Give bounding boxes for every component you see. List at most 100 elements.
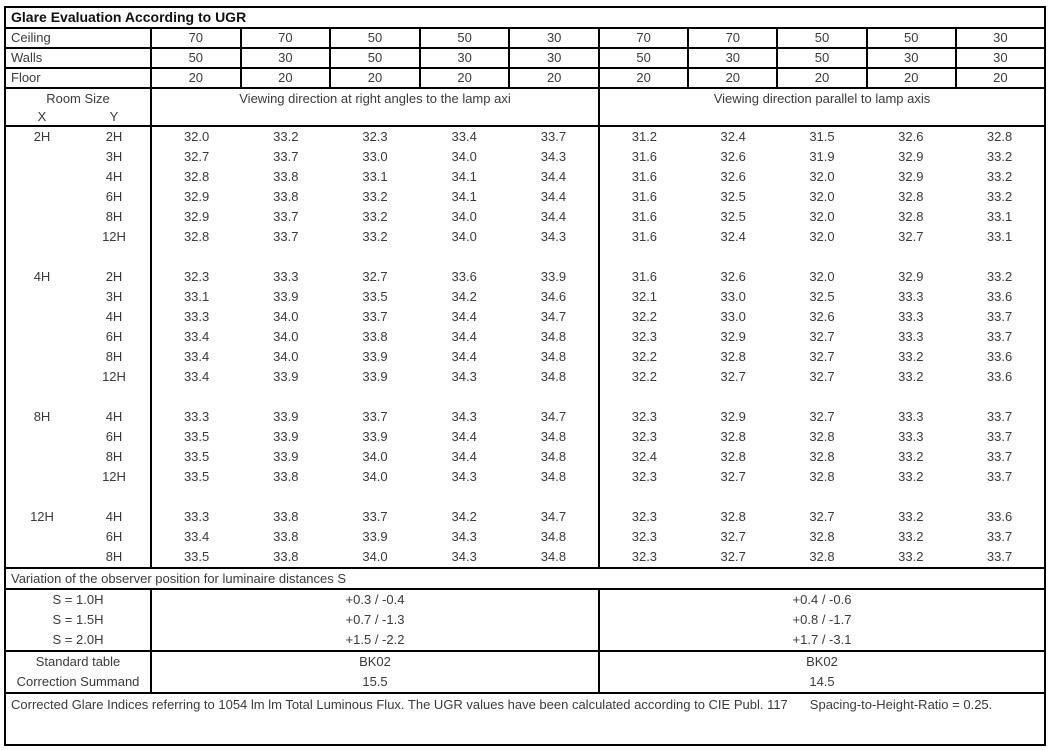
- room-y-cell: 8H: [105, 549, 123, 564]
- ugr-value-cell: 33.3: [898, 289, 924, 304]
- footer-text-shr: Spacing-to-Height-Ratio = 0.25.: [809, 697, 993, 712]
- y-axis-label: Y: [109, 109, 119, 124]
- ugr-value-cell: 34.4: [540, 189, 567, 204]
- ugr-value-cell: [420, 387, 509, 407]
- ugr-value-cell: 31.6: [631, 229, 658, 244]
- ugr-row: 4H 2H 32.3 33.3 32.7 33.6 33.9 31.6 32.6 32.0 32.9…: [6, 267, 1044, 287]
- value-group-2: 31.6 32.6 31.9 32.9 33.2: [600, 147, 1044, 167]
- summary-row: Standard table BK02 BK02: [6, 652, 1044, 672]
- ugr-value-cell: 34.3: [451, 529, 477, 544]
- room-x-cell: 4H: [33, 269, 51, 284]
- room-y-cell: 4H: [105, 309, 123, 324]
- reflectance-value-cell: 20: [242, 69, 332, 87]
- ugr-value-cell: 32.8: [720, 509, 746, 524]
- ugr-value-cell: 33.8: [273, 549, 299, 564]
- reflectance-value-cell: 20: [778, 69, 868, 87]
- ugr-value-cell: 32.5: [720, 209, 746, 224]
- ugr-row: 12H 33.5 33.8 34.0 34.3 34.8 32.3 32.7 32.8 33.2 3…: [6, 467, 1044, 487]
- room-size-cells: 8H: [6, 207, 152, 227]
- ugr-value-cell: 33.9: [273, 369, 299, 384]
- ugr-value-cell: 33.9: [362, 369, 388, 384]
- room-x-cell: [6, 227, 78, 247]
- ugr-value-cell: 34.8: [540, 549, 567, 564]
- ugr-value-cell: 33.9: [273, 449, 299, 464]
- room-y-cell: 3H: [105, 149, 123, 164]
- value-group-2: 32.4 32.8 32.8 33.2 33.7: [600, 447, 1044, 467]
- ugr-value-cell: 32.0: [809, 229, 835, 244]
- ugr-value-cell: 33.2: [898, 469, 924, 484]
- ugr-value-cell: 34.8: [540, 469, 567, 484]
- ugr-value-cell: [778, 247, 867, 267]
- value-group-1: 33.1 33.9 33.5 34.2 34.6: [152, 287, 600, 307]
- ugr-value-cell: [241, 487, 330, 507]
- ugr-value-cell: 34.0: [451, 229, 477, 244]
- ugr-value-cell: 34.8: [540, 429, 567, 444]
- ugr-value-cell: 32.7: [809, 369, 835, 384]
- ugr-value-cell: 33.6: [986, 369, 1013, 384]
- summary-row-value-2: 14.5: [809, 674, 835, 689]
- ugr-value-cell: 33.2: [986, 169, 1013, 184]
- value-group-1: [152, 387, 600, 407]
- reflectance-value-cell: 20: [868, 69, 957, 87]
- room-y-cell: 6H: [105, 329, 123, 344]
- value-group-1: 33.4 33.8 33.9 34.3 34.8: [152, 527, 600, 547]
- room-size-cells: 12H: [6, 467, 152, 487]
- observer-variation-row-value-1: +1.5 / -2.2: [152, 630, 600, 650]
- ugr-row: 8H 4H 33.3 33.9 33.7 34.3 34.7 32.3 32.9 32.7 33.3…: [6, 407, 1044, 427]
- ugr-value-cell: [866, 387, 955, 407]
- ugr-table: Glare Evaluation According to UGR Ceilin…: [4, 6, 1046, 694]
- room-y-cell: 8H: [105, 349, 123, 364]
- ugr-value-cell: 32.6: [809, 309, 835, 324]
- value-group-2: [600, 487, 1044, 507]
- ugr-value-cell: 32.7: [720, 369, 746, 384]
- spacer-row: [6, 247, 1044, 267]
- value-group-1: 33.4 33.9 33.9 34.3 34.8: [152, 367, 600, 387]
- ugr-value-cell: 33.4: [183, 329, 210, 344]
- ugr-value-cell: 34.3: [540, 229, 567, 244]
- ugr-value-cell: 34.0: [362, 549, 388, 564]
- reflectance-value-cell: 50: [421, 29, 511, 47]
- room-y-cell: 4H: [105, 409, 123, 424]
- ugr-value-cell: 31.6: [631, 169, 658, 184]
- spacer-row: [6, 387, 1044, 407]
- ugr-value-cell: 34.4: [451, 429, 477, 444]
- observer-variation-row-label: S = 1.5H: [6, 610, 152, 630]
- ugr-value-cell: 33.0: [720, 309, 746, 324]
- ugr-value-cell: 33.5: [183, 429, 210, 444]
- ugr-value-cell: 33.7: [986, 409, 1013, 424]
- value-group-2: 70 70 50 50 30: [600, 29, 1044, 47]
- reflectance-value-cell: 20: [993, 70, 1008, 85]
- ugr-value-cell: 32.8: [183, 229, 210, 244]
- ugr-value-cell: 31.6: [631, 269, 658, 284]
- observer-variation-row-value-2: +0.8 / -1.7: [792, 612, 852, 627]
- room-size-cells: 4H: [6, 167, 152, 187]
- reflectance-row: Ceiling 70 70 50 50 30 70 70 50 50 30: [6, 29, 1044, 49]
- ugr-value-cell: 33.2: [986, 269, 1013, 284]
- room-y-cell: 12H: [102, 229, 126, 244]
- ugr-row: 2H 2H 32.0 33.2 32.3 33.4 33.7 31.2 32.4 31.5 32.6…: [6, 127, 1044, 147]
- ugr-row: 6H 33.4 34.0 33.8 34.4 34.8 32.3 32.9 32.7 33.3 33…: [6, 327, 1044, 347]
- ugr-value-cell: 32.5: [809, 289, 835, 304]
- value-group-1: 33.5 33.9 34.0 34.4 34.8: [152, 447, 600, 467]
- room-x-cell: [6, 287, 78, 307]
- ugr-value-cell: 33.3: [183, 409, 210, 424]
- ugr-value-cell: 32.3: [631, 509, 658, 524]
- ugr-value-cell: [600, 247, 689, 267]
- ugr-value-cell: [778, 487, 867, 507]
- room-x-cell: [6, 487, 78, 507]
- reflectance-value-cell: 20: [510, 69, 600, 87]
- ugr-value-cell: 32.0: [183, 129, 210, 144]
- summary-rows: Standard table BK02 BK02 Correction Summand…: [6, 652, 1044, 692]
- room-size-cells: 4H: [6, 307, 152, 327]
- ugr-value-cell: [152, 387, 241, 407]
- ugr-value-cell: 33.3: [273, 269, 299, 284]
- room-y-cell: 4H: [105, 509, 123, 524]
- ugr-value-cell: 32.7: [183, 149, 210, 164]
- room-y-cell: 12H: [102, 469, 126, 484]
- ugr-value-cell: 32.8: [720, 349, 746, 364]
- ugr-value-cell: 32.8: [809, 429, 835, 444]
- reflectance-value-cell: 50: [778, 29, 868, 47]
- ugr-value-cell: 32.4: [631, 449, 658, 464]
- ugr-value-cell: 33.3: [898, 429, 924, 444]
- ugr-value-cell: 34.4: [540, 209, 567, 224]
